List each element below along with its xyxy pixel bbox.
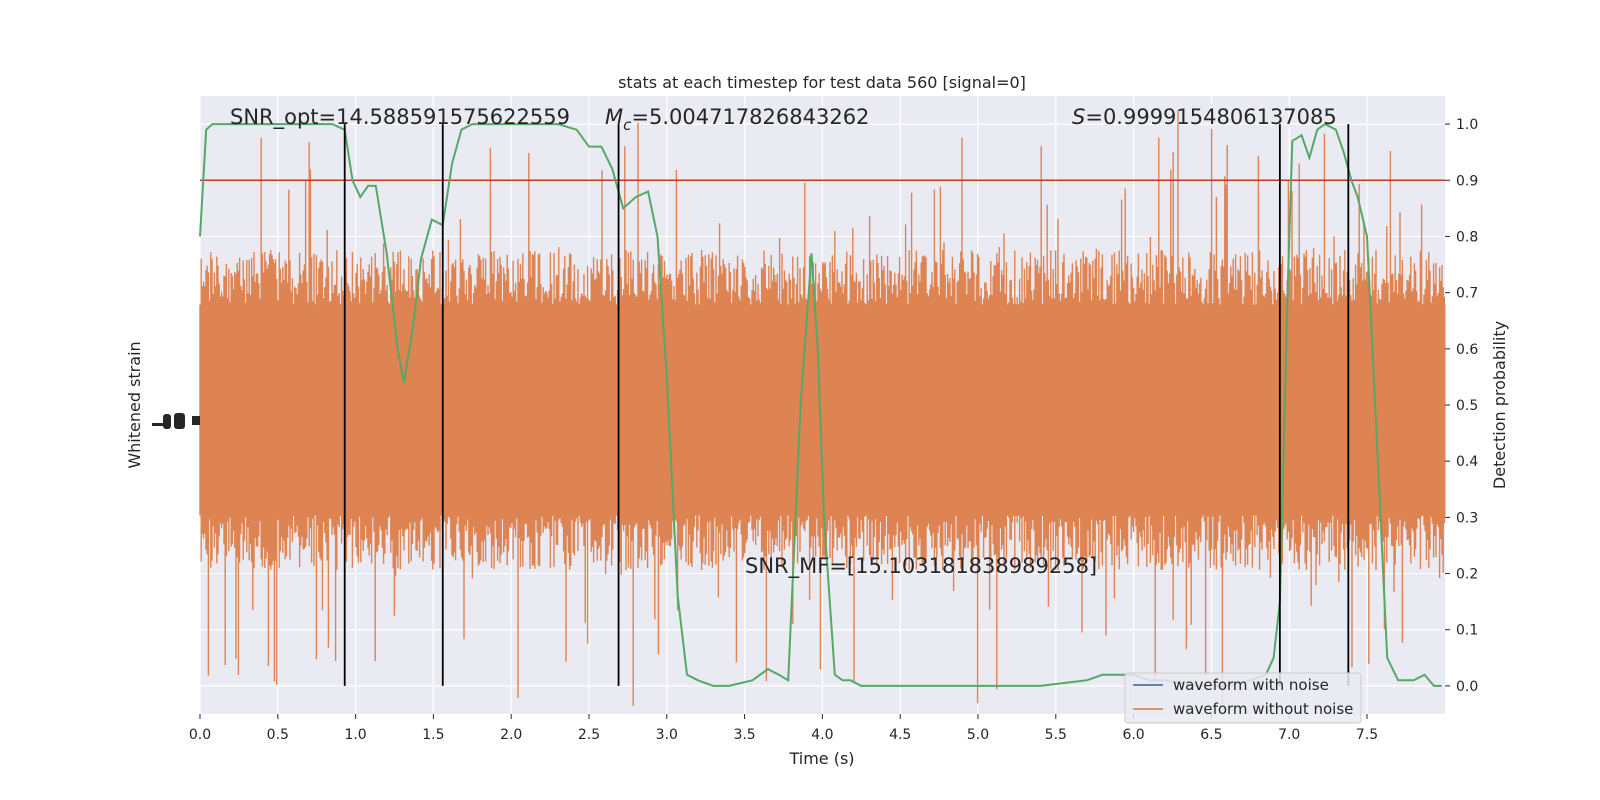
x-axis-label: Time (s) <box>788 749 854 768</box>
x-tick-label: 7.5 <box>1356 727 1378 743</box>
chirp-mass-annotation: Mc=5.004717826843262 <box>605 105 869 134</box>
y-right-tick-label: 0.7 <box>1456 286 1478 302</box>
legend-box <box>1124 672 1362 724</box>
legend-entry-noisy: waveform with noise <box>1173 676 1329 694</box>
axis-ticks: 0.0 0.5 1.0 1.5 2.0 2.5 3.0 3.5 4.0 4.5 5.0 5.5 6.0 6… <box>189 117 1478 743</box>
y-left-axis-label: Whitened strain <box>125 341 144 468</box>
x-tick-label: 0.0 <box>189 727 211 743</box>
x-tick-label: 2.5 <box>578 727 600 743</box>
y-right-tick-label: 0.4 <box>1456 454 1478 470</box>
overlap-annotation: S=0.9999154806137085 <box>1072 105 1337 129</box>
y-right-tick-label: 0.2 <box>1456 567 1478 583</box>
y-right-tick-label: 1.0 <box>1456 117 1478 133</box>
x-tick-label: 6.0 <box>1122 727 1144 743</box>
x-tick-label: 1.0 <box>344 727 366 743</box>
x-tick-label: 4.5 <box>889 727 911 743</box>
chart-title: stats at each timestep for test data 560… <box>618 73 1026 92</box>
y-right-tick-label: 0.8 <box>1456 229 1478 245</box>
x-tick-label: 6.5 <box>1200 727 1222 743</box>
snr-opt-annotation: SNR_opt=14.588591575622559 <box>230 105 570 130</box>
vertical-markers <box>343 124 1350 686</box>
snr-mf-annotation: SNR_MF=[15.103181838989258] <box>745 554 1097 579</box>
left-axis-clutter <box>152 413 200 429</box>
detection-probability-series <box>199 122 1442 687</box>
x-tick-label: 1.5 <box>422 727 444 743</box>
legend: waveform with noise waveform without noi… <box>1124 672 1362 724</box>
y-right-axis-label: Detection probability <box>1490 321 1509 489</box>
x-tick-label: 5.0 <box>967 727 989 743</box>
y-right-tick-label: 0.6 <box>1456 342 1478 358</box>
x-tick-label: 4.0 <box>811 727 833 743</box>
x-tick-label: 3.0 <box>656 727 678 743</box>
legend-entry-clean: waveform without noise <box>1173 700 1353 718</box>
x-tick-label: 3.5 <box>733 727 755 743</box>
x-tick-label: 5.5 <box>1045 727 1067 743</box>
y-right-tick-label: 0.3 <box>1456 510 1478 526</box>
y-right-tick-label: 0.5 <box>1456 398 1478 414</box>
y-right-tick-label: 0.1 <box>1456 623 1478 639</box>
x-tick-label: 0.5 <box>267 727 289 743</box>
x-tick-label: 7.0 <box>1278 727 1300 743</box>
y-right-tick-label: 0.9 <box>1456 173 1478 189</box>
y-right-tick-label: 0.0 <box>1456 679 1478 695</box>
x-tick-label: 2.0 <box>500 727 522 743</box>
